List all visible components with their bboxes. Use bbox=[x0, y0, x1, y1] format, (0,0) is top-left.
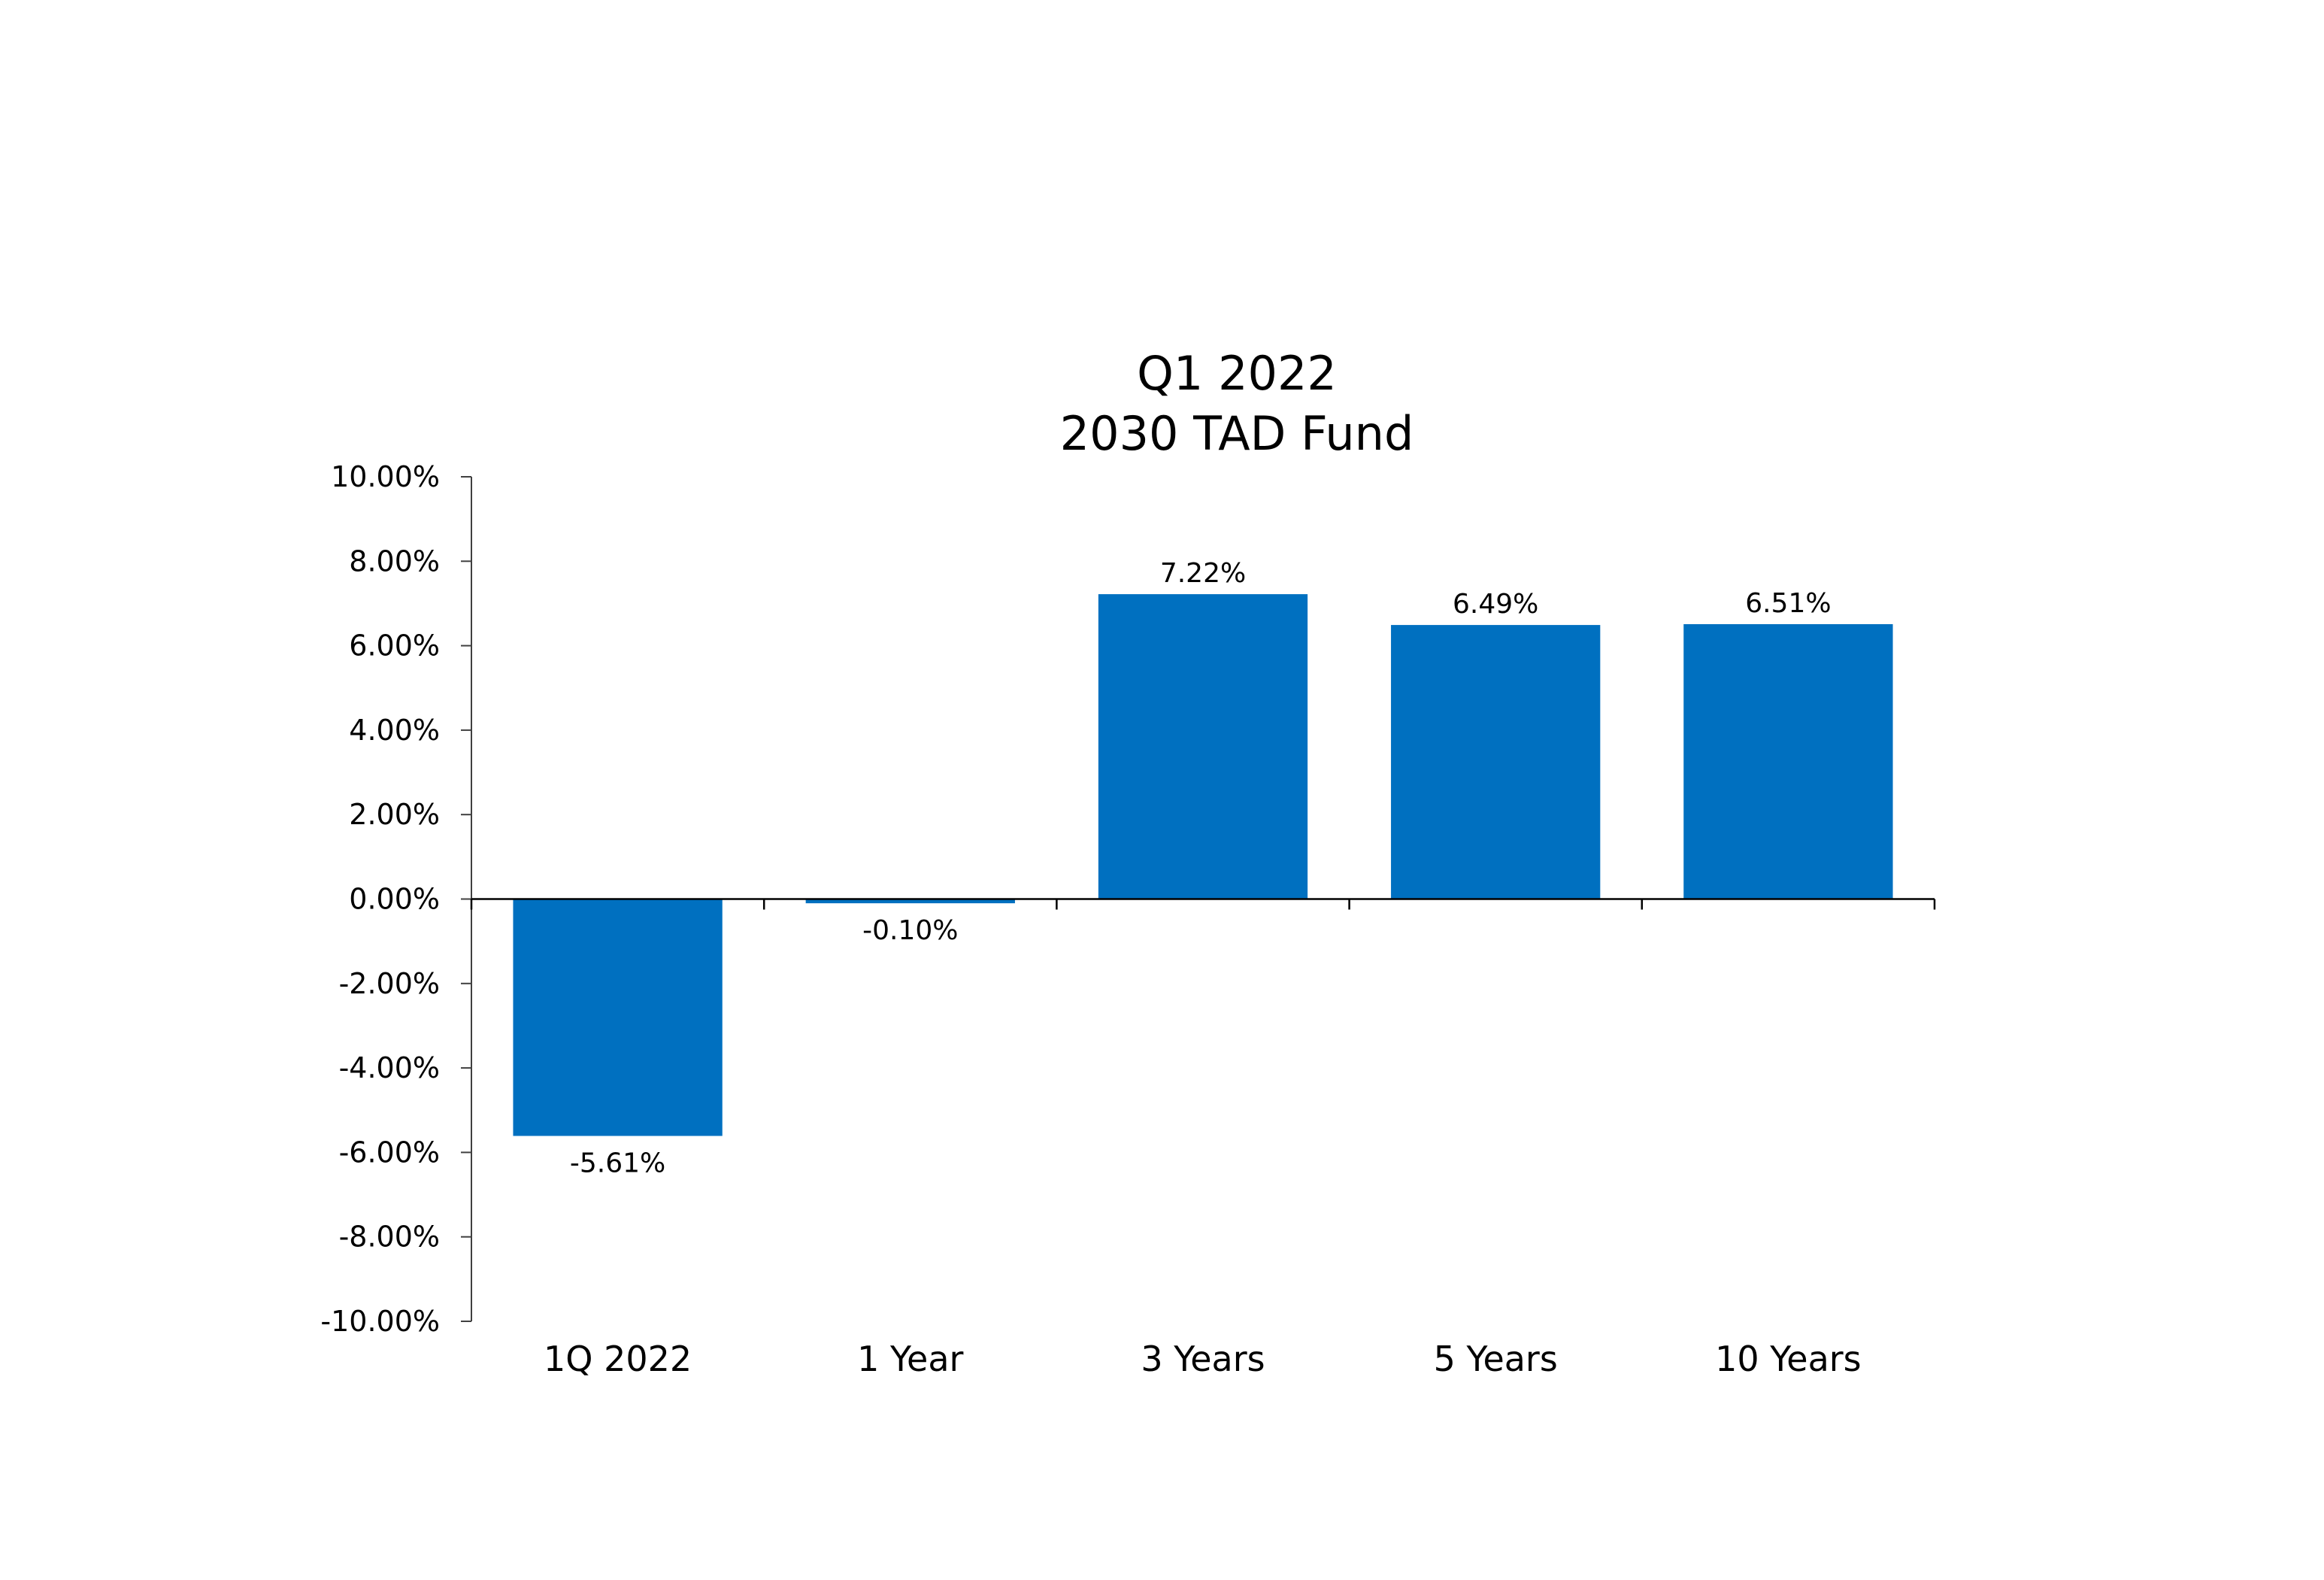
y-axis: 10.00% 8.00% 6.00% 4.00% 2.00% 0.00% -2.00% -4.… bbox=[320, 460, 472, 1338]
bar bbox=[513, 899, 723, 1136]
y-tick-label: 0.00% bbox=[349, 883, 440, 916]
y-tick-label: -4.00% bbox=[339, 1051, 440, 1084]
category-labels: 1Q 2022 1 Year 3 Years 5 Years 10 Years bbox=[544, 1339, 1862, 1379]
bar bbox=[1098, 594, 1308, 899]
y-tick-label: -8.00% bbox=[339, 1221, 440, 1254]
data-label: -0.10% bbox=[862, 915, 958, 946]
y-tick-label: 8.00% bbox=[349, 544, 440, 578]
bar bbox=[805, 899, 1015, 904]
y-tick-label: 4.00% bbox=[349, 714, 440, 747]
data-label: 6.49% bbox=[1453, 589, 1538, 620]
data-label: 6.51% bbox=[1745, 588, 1831, 619]
y-tick-label: 6.00% bbox=[349, 629, 440, 663]
y-tick-label: 10.00% bbox=[331, 460, 440, 493]
category-label: 5 Years bbox=[1434, 1339, 1558, 1379]
chart-title: Q1 2022 bbox=[1137, 346, 1337, 401]
bar bbox=[1391, 625, 1601, 899]
data-label: 7.22% bbox=[1160, 558, 1246, 589]
category-label: 1 Year bbox=[857, 1339, 963, 1379]
category-label: 10 Years bbox=[1715, 1339, 1862, 1379]
y-tick-label: 2.00% bbox=[349, 798, 440, 831]
y-tick-label: -6.00% bbox=[339, 1136, 440, 1169]
data-label: -5.61% bbox=[570, 1148, 665, 1179]
x-axis bbox=[470, 898, 1936, 910]
data-labels: -5.61% -0.10% 7.22% 6.49% 6.51% bbox=[570, 558, 1832, 1178]
bars bbox=[513, 594, 1893, 1136]
y-tick-label: -2.00% bbox=[339, 967, 440, 1000]
category-label: 3 Years bbox=[1141, 1339, 1265, 1379]
chart-subtitle: 2030 TAD Fund bbox=[1060, 406, 1414, 461]
bar bbox=[1683, 623, 1893, 899]
category-label: 1Q 2022 bbox=[544, 1339, 692, 1379]
y-tick-label: -10.00% bbox=[320, 1305, 440, 1338]
